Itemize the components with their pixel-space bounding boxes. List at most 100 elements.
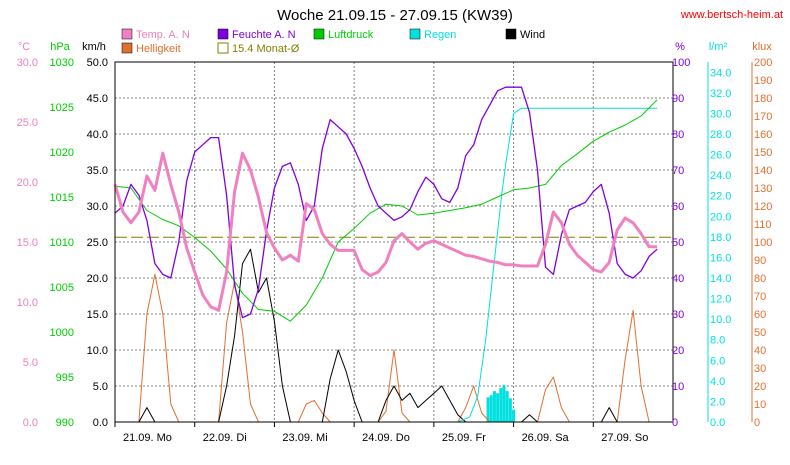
brightness-axis-tick: 130: [754, 183, 772, 195]
pressure-axis-tick: 1010: [50, 237, 74, 249]
brightness-axis-tick: 80: [754, 273, 766, 285]
wind-axis-unit: km/h: [82, 41, 106, 53]
brightness-axis-tick: 200: [754, 57, 772, 69]
legend-item-avg: 15.4 Monat-Ø: [217, 42, 300, 55]
rain-bar: [499, 388, 503, 422]
x-tick-label: 25.09. Fr: [442, 432, 486, 444]
legend: Temp. A. N Feuchte A. N Luftdruck Regen Wind…: [121, 28, 545, 55]
chart-title: Woche 21.09.15 - 27.09.15 (KW39): [277, 7, 513, 24]
temperature-axis-tick: 10.0: [17, 297, 38, 309]
wind-axis-tick: 40.0: [87, 129, 108, 141]
x-tick-label: 24.09. Do: [362, 432, 410, 444]
pressure-axis-tick: 1030: [50, 57, 74, 69]
brightness-axis-unit: klux: [752, 41, 772, 53]
brightness-axis-tick: 60: [754, 309, 766, 321]
rain-axis-tick: 34.0: [710, 67, 731, 79]
rain-axis-tick: 20.0: [710, 211, 731, 223]
humidity-axis-tick: 30: [672, 309, 684, 321]
temperature-axis: °C 30.0 25.0 20.0 15.0 10.0 5.0 0.0: [17, 41, 38, 429]
humidity-axis-unit: %: [675, 41, 685, 53]
legend-item-wind: Wind: [505, 28, 545, 41]
brightness-axis-tick: 110: [754, 219, 772, 231]
rain-axis-tick: 14.0: [710, 273, 731, 285]
pressure-axis-tick: 995: [56, 372, 74, 384]
pressure-axis-tick: 1025: [50, 102, 74, 114]
brightness-axis-tick: 70: [754, 291, 766, 303]
rain-axis-unit: l/m²: [709, 41, 728, 53]
rain-axis-tick: 12.0: [710, 294, 731, 306]
rain-axis-tick: 6.0: [710, 355, 725, 367]
wind-axis-tick: 15.0: [87, 309, 108, 321]
wind-axis: km/h 50.0 45.0 40.0 35.0 30.0 25.0 20.0 15.0 10.0…: [82, 41, 108, 429]
brightness-axis-tick: 160: [754, 129, 772, 141]
humidity-line: [114, 86, 658, 319]
brightness-axis-tick: 90: [754, 255, 766, 267]
legend-swatch: [121, 42, 133, 54]
legend-swatch: [505, 28, 517, 40]
brightness-axis-tick: 170: [754, 111, 772, 123]
temperature-axis-tick: 30.0: [17, 57, 38, 69]
source-link[interactable]: www.bertsch-heim.at: [680, 9, 783, 21]
legend-item-light: Helligkeit: [121, 42, 181, 55]
pressure-axis-tick: 1020: [50, 147, 74, 159]
x-axis-labels: 21.09. Mo 22.09. Di 23.09. Mi 24.09. Do 25.0…: [114, 422, 648, 444]
rain-bar: [508, 398, 512, 422]
rain-bar: [489, 395, 493, 422]
legend-label: Wind: [520, 29, 545, 41]
pressure-axis-tick: 990: [56, 417, 74, 429]
temperature-axis-tick: 20.0: [17, 177, 38, 189]
legend-label: Temp. A. N: [136, 29, 190, 41]
humidity-axis-tick: 10: [672, 381, 684, 393]
axes: °C30.025.020.015.010.05.00.0hPa103010251…: [17, 41, 773, 429]
x-tick-label: 26.09. Sa: [522, 432, 570, 444]
rain-axis-tick: 0.0: [710, 417, 725, 429]
legend-swatch: [409, 28, 421, 40]
humidity-axis-tick: 60: [672, 201, 684, 213]
wind-axis-tick: 45.0: [87, 93, 108, 105]
rain-axis-tick: 18.0: [710, 232, 731, 244]
rain-bar: [502, 384, 506, 422]
rain-bar: [505, 391, 509, 422]
rain-axis-tick: 4.0: [710, 376, 725, 388]
legend-label: 15.4 Monat-Ø: [232, 43, 300, 55]
brightness-axis-tick: 180: [754, 93, 772, 105]
rain-bar: [512, 409, 516, 422]
brightness-axis-tick: 30: [754, 363, 766, 375]
rain-axis: l/m² 34.0 32.0 30.0 28.0 26.0 24.0 22.0 20.0 18.0…: [709, 41, 732, 429]
brightness-axis: klux200190180170160150140130120110100908…: [752, 41, 772, 429]
x-tick-label: 27.09. So: [601, 432, 648, 444]
temperature-line: [113, 151, 658, 312]
legend-item-hum: Feuchte A. N: [217, 28, 296, 41]
rain-bar: [496, 393, 500, 422]
pressure-axis-tick: 1000: [50, 327, 74, 339]
temperature-axis-unit: °C: [18, 41, 30, 53]
x-tick-label: 22.09. Di: [203, 432, 247, 444]
rain-axis-tick: 30.0: [710, 108, 731, 120]
rain-axis-tick: 10.0: [710, 314, 731, 326]
x-tick-label: 23.09. Mi: [282, 432, 327, 444]
legend-item-temp: Temp. A. N: [121, 28, 190, 41]
humidity-axis-tick: 20: [672, 345, 684, 357]
legend-label: Helligkeit: [136, 43, 181, 55]
wind-axis-tick: 10.0: [87, 345, 108, 357]
plot-frame: [114, 61, 674, 423]
legend-item-press: Luftdruck: [313, 28, 374, 41]
wind-axis-tick: 25.0: [87, 237, 108, 249]
temperature-axis-tick: 0.0: [23, 417, 38, 429]
brightness-axis-tick: 140: [754, 165, 772, 177]
legend-label: Luftdruck: [328, 29, 374, 41]
grid: [115, 62, 673, 422]
rain-axis-tick: 22.0: [710, 191, 731, 203]
rain-axis-tick: 16.0: [710, 252, 731, 264]
wind-axis-tick: 50.0: [87, 57, 108, 69]
brightness-axis-tick: 50: [754, 327, 766, 339]
legend-swatch: [313, 28, 325, 40]
legend-swatch: [217, 28, 229, 40]
wind-axis-tick: 5.0: [93, 381, 108, 393]
rain-axis-tick: 24.0: [710, 170, 731, 182]
x-tick-label: 21.09. Mo: [123, 432, 172, 444]
rain-axis-tick: 2.0: [710, 396, 725, 408]
humidity-axis-tick: 40: [672, 273, 684, 285]
